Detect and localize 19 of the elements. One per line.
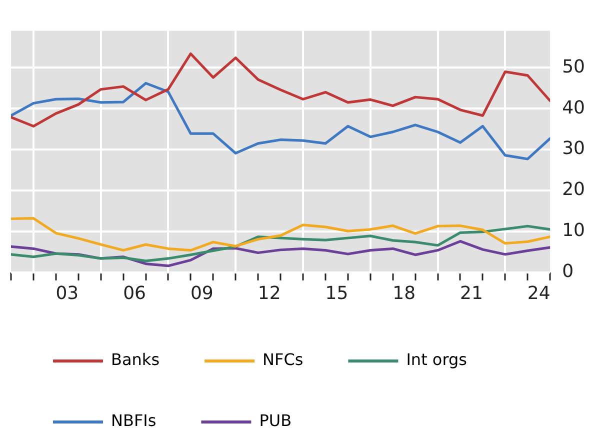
legend-label: NBFIs bbox=[111, 411, 156, 430]
y-tick-label: 50 bbox=[562, 56, 585, 78]
x-tick-label: 06 bbox=[123, 282, 146, 304]
y-tick-label: 30 bbox=[562, 138, 585, 160]
y-tick-label: 10 bbox=[562, 220, 585, 242]
x-tick-label: 03 bbox=[56, 282, 79, 304]
legend-label: NFCs bbox=[262, 350, 304, 370]
y-tick-label: 20 bbox=[562, 179, 585, 200]
x-tick-label: 09 bbox=[190, 282, 214, 304]
legend-label: Banks bbox=[111, 350, 160, 370]
legend-label: PUB bbox=[259, 411, 292, 430]
x-tick-label: 21 bbox=[460, 282, 483, 304]
y-tick-label: 40 bbox=[562, 97, 585, 118]
x-tick-label: 12 bbox=[258, 282, 281, 304]
x-tick-label: 24 bbox=[527, 282, 550, 304]
x-tick-label: 15 bbox=[325, 282, 348, 304]
y-tick-label: 0 bbox=[562, 261, 574, 282]
legend-label: Int orgs bbox=[406, 350, 467, 370]
x-tick-label: 18 bbox=[392, 282, 416, 304]
